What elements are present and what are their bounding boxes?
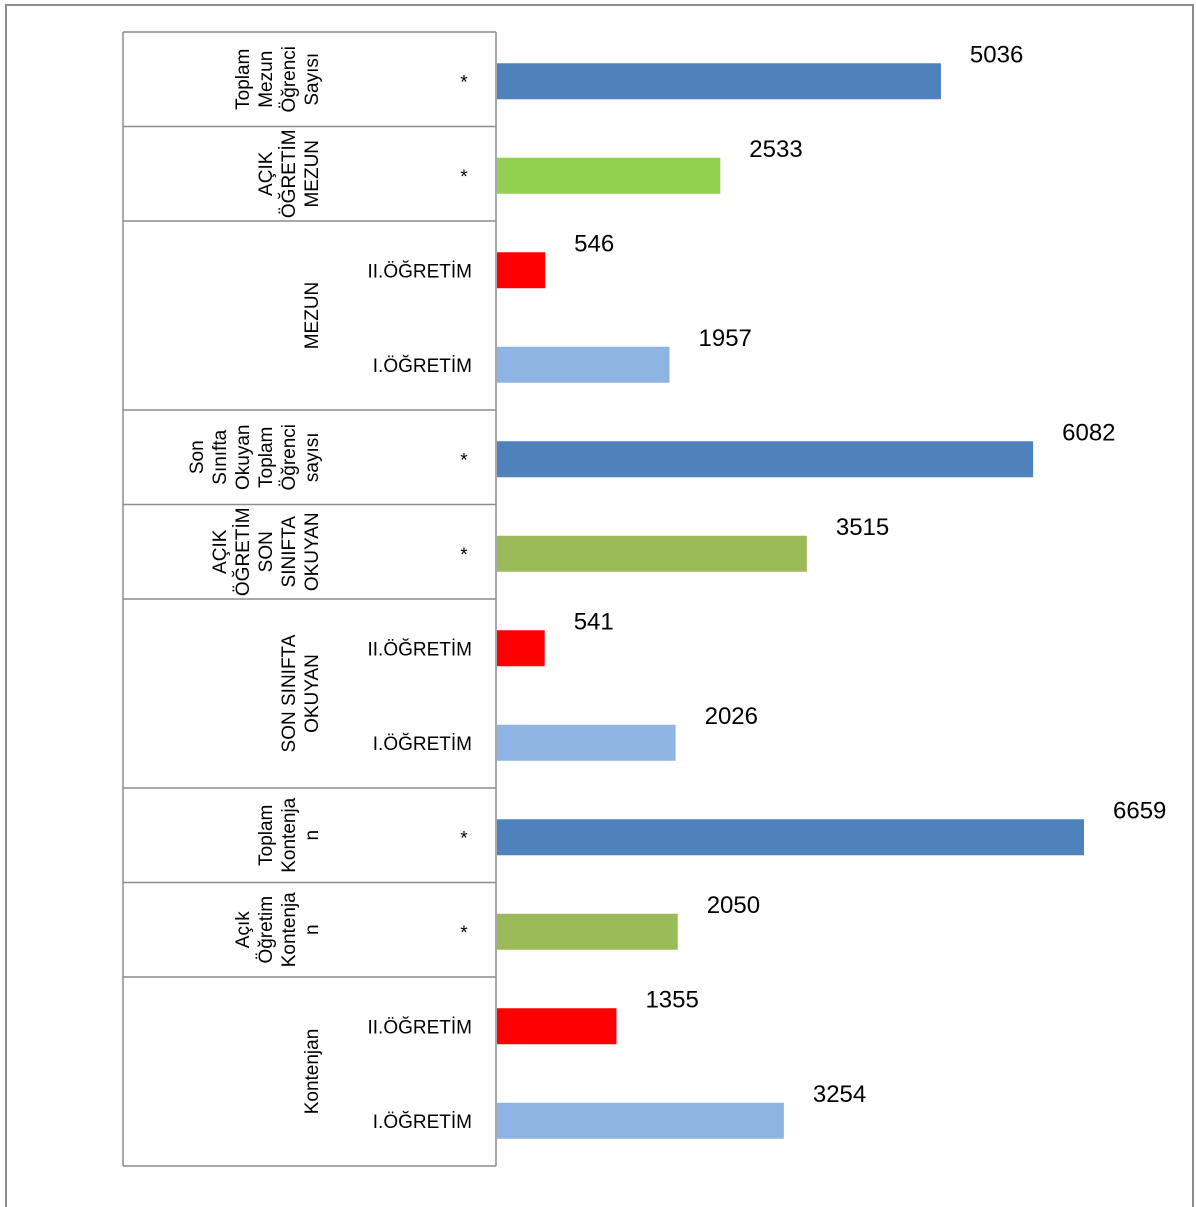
group-label: OKUYAN: [302, 654, 323, 733]
bar: [497, 819, 1084, 856]
group-label: OKUYAN: [302, 512, 323, 591]
data-label: 5036: [970, 41, 1023, 68]
group-label: SON SINIFTA: [279, 634, 300, 752]
category-tick-label: *: [460, 828, 468, 849]
category-tick-label: II.ÖĞRETİM: [368, 1016, 473, 1038]
bar: [497, 63, 941, 100]
group-label: MEZUN: [302, 140, 323, 208]
data-label: 3515: [836, 514, 889, 541]
group-label: ÖĞRETİM: [232, 507, 254, 596]
group-label: Kontenja: [279, 892, 300, 967]
bar: [497, 1102, 784, 1139]
data-label: 6659: [1113, 797, 1166, 824]
bar: [497, 346, 670, 383]
data-label: 546: [574, 230, 614, 257]
group-label: Kontenjan: [302, 1029, 323, 1115]
group-label: Açık: [233, 911, 254, 948]
group-label: sayısı: [302, 432, 323, 482]
data-label: 2026: [705, 703, 758, 730]
bar: [497, 535, 807, 572]
data-label: 1355: [645, 986, 698, 1013]
bar: [497, 252, 546, 289]
group-label: Kontenja: [279, 797, 300, 872]
data-label: 1957: [699, 325, 752, 352]
group-label: Okuyan: [233, 425, 254, 490]
group-label: MEZUN: [302, 282, 323, 350]
data-label: 541: [574, 608, 614, 635]
group-label: Sayısı: [302, 53, 323, 106]
chart-frame: [5, 4, 1194, 1207]
group-label: SON: [256, 531, 277, 572]
group-label: Öğrenci: [279, 46, 300, 113]
data-label: 2533: [749, 136, 802, 163]
category-tick-label: *: [460, 545, 468, 566]
category-tick-label: II.ÖĞRETİM: [368, 638, 473, 660]
data-label: 3254: [813, 1081, 866, 1108]
group-label: AÇIK: [210, 529, 231, 574]
bar: [497, 1008, 617, 1045]
bar: [497, 913, 678, 950]
group-label: n: [302, 830, 323, 841]
data-label: 6082: [1062, 419, 1115, 446]
group-label: SINIFTA: [279, 516, 300, 588]
group-label: Öğretim: [256, 896, 277, 964]
category-tick-label: I.ÖĞRETİM: [373, 733, 472, 755]
category-tick-label: *: [460, 923, 468, 944]
group-label: n: [302, 924, 323, 935]
category-tick-label: I.ÖĞRETİM: [373, 355, 472, 377]
bar: [497, 630, 545, 667]
category-tick-label: *: [460, 450, 468, 471]
category-tick-label: *: [460, 167, 468, 188]
group-label: Toplam: [256, 805, 277, 866]
group-label: Toplam: [256, 427, 277, 488]
bar: [497, 724, 676, 761]
group-label: AÇIK: [256, 151, 277, 196]
category-tick-label: I.ÖĞRETİM: [373, 1111, 472, 1133]
group-label: Mezun: [256, 51, 277, 108]
category-tick-label: *: [460, 72, 468, 93]
group-label: Toplam: [233, 49, 254, 110]
group-label: Öğrenci: [279, 424, 300, 491]
data-label: 2050: [707, 892, 760, 919]
bar: [497, 441, 1034, 478]
group-label: ÖĞRETİM: [278, 129, 300, 218]
category-tick-label: II.ÖĞRETİM: [368, 260, 473, 282]
bar: [497, 157, 721, 194]
group-label: Sınıfta: [210, 429, 231, 484]
group-label: Son: [187, 440, 208, 474]
